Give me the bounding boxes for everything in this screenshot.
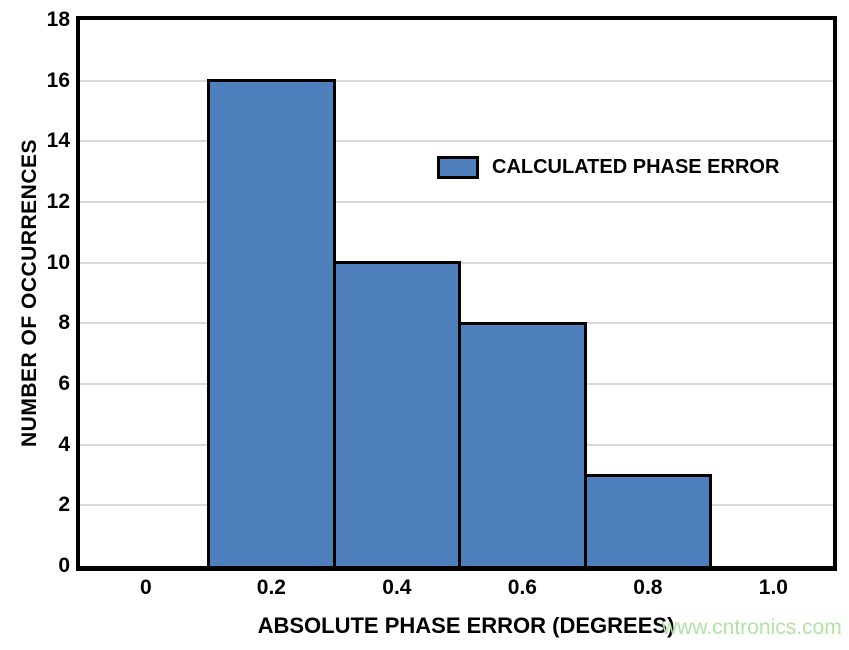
x-tick-label: 0.8	[633, 576, 663, 599]
x-tick-label: 0.4	[382, 576, 412, 599]
y-gridline	[80, 201, 833, 203]
y-tick-label: 12	[46, 190, 70, 213]
y-tick-label: 14	[46, 129, 70, 153]
histogram-bar	[583, 473, 713, 566]
histogram-bar	[207, 79, 336, 566]
y-tick-label: 2	[58, 493, 70, 517]
x-tick-label: 0.6	[507, 576, 537, 599]
legend: CALCULATED PHASE ERROR	[437, 156, 779, 179]
x-axis-title: ABSOLUTE PHASE ERROR (DEGREES)	[257, 613, 675, 638]
legend-swatch	[437, 156, 479, 179]
watermark: www.cntronics.com	[662, 616, 842, 639]
x-tick-label: 0.2	[256, 576, 286, 599]
y-tick-label: 4	[58, 432, 70, 456]
x-tick-label: 1.0	[758, 576, 788, 599]
y-tick-label: 18	[46, 8, 70, 31]
y-tick-label: 8	[58, 311, 70, 335]
histogram-bar	[458, 321, 587, 566]
y-gridline	[80, 79, 833, 82]
y-tick-label: 0	[58, 554, 70, 577]
y-axis-title: NUMBER OF OCCURRENCES	[18, 138, 41, 448]
plot-area	[76, 16, 837, 571]
x-tick-label: 0	[140, 576, 152, 599]
legend-label: CALCULATED PHASE ERROR	[492, 156, 780, 178]
histogram-bar	[332, 261, 462, 566]
y-gridline	[80, 140, 833, 143]
y-tick-label: 10	[46, 250, 70, 274]
y-tick-label: 6	[58, 372, 70, 395]
y-tick-label: 16	[46, 68, 70, 92]
